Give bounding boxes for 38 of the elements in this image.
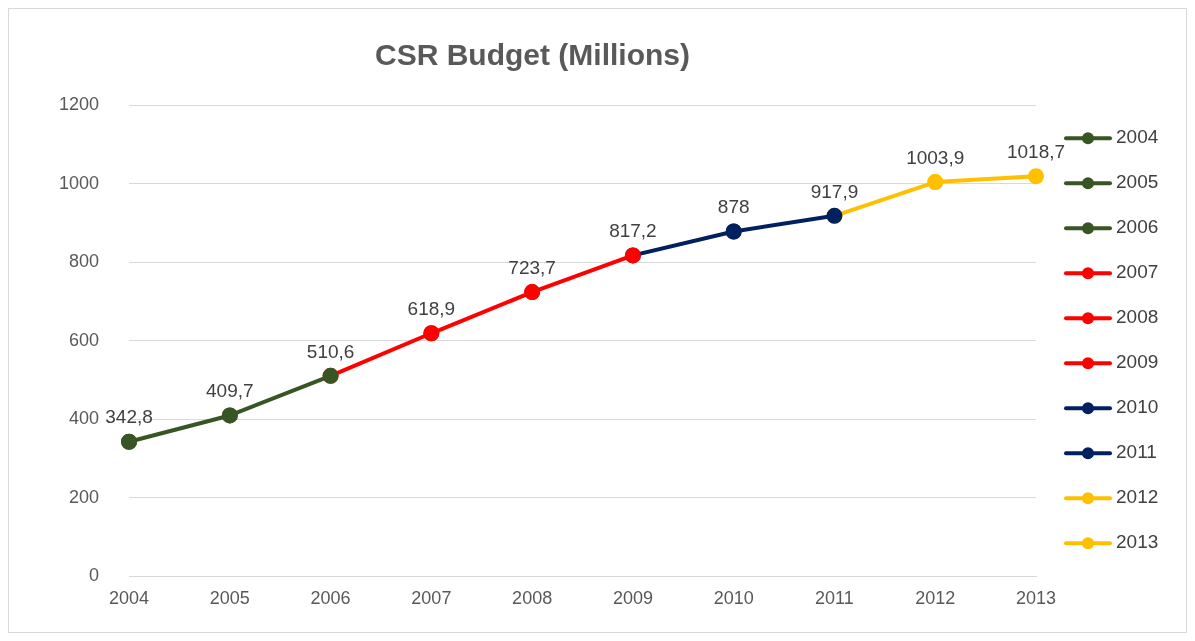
legend-label: 2006 (1116, 216, 1159, 238)
legend-label: 2005 (1116, 171, 1159, 193)
data-label: 723,7 (508, 256, 556, 278)
y-tick-label: 400 (69, 408, 100, 429)
x-tick-label: 2004 (109, 588, 150, 609)
y-tick-label: 800 (69, 251, 100, 272)
x-tick-label: 2008 (512, 588, 553, 609)
data-label: 878 (717, 196, 750, 218)
data-label: 510,6 (306, 340, 355, 362)
data-label: 817,2 (609, 220, 657, 242)
data-label: 618,9 (407, 298, 456, 320)
legend-label: 2004 (1116, 126, 1159, 148)
chart-title: CSR Budget (Millions) (375, 38, 690, 72)
legend-label: 2008 (1116, 306, 1159, 328)
legend-label: 2009 (1116, 351, 1159, 373)
x-tick-label: 2010 (713, 588, 754, 609)
y-tick-label: 0 (89, 565, 100, 586)
legend-label: 2007 (1116, 261, 1159, 283)
x-tick-label: 2011 (815, 588, 854, 609)
x-tick-label: 2007 (411, 588, 452, 609)
legend-label: 2013 (1116, 531, 1159, 553)
data-label: 342,8 (105, 406, 153, 428)
y-tick-label: 1000 (59, 172, 100, 193)
legend-label: 2012 (1116, 486, 1159, 508)
data-label: 917,9 (810, 180, 859, 202)
legend-label: 2010 (1116, 396, 1159, 418)
y-tick-label: 1200 (59, 93, 100, 114)
data-label: 409,7 (206, 380, 254, 402)
y-tick-label: 600 (69, 329, 100, 350)
x-tick-label: 2009 (612, 588, 653, 609)
y-tick-label: 200 (69, 486, 100, 507)
x-tick-label: 2013 (1015, 588, 1057, 609)
x-tick-label: 2005 (209, 588, 250, 609)
data-label: 1018,7 (1006, 140, 1066, 162)
x-tick-label: 2012 (915, 588, 956, 609)
legend-label: 2011 (1116, 441, 1157, 463)
data-label: 1003,9 (906, 146, 965, 168)
x-tick-label: 2006 (310, 588, 351, 609)
